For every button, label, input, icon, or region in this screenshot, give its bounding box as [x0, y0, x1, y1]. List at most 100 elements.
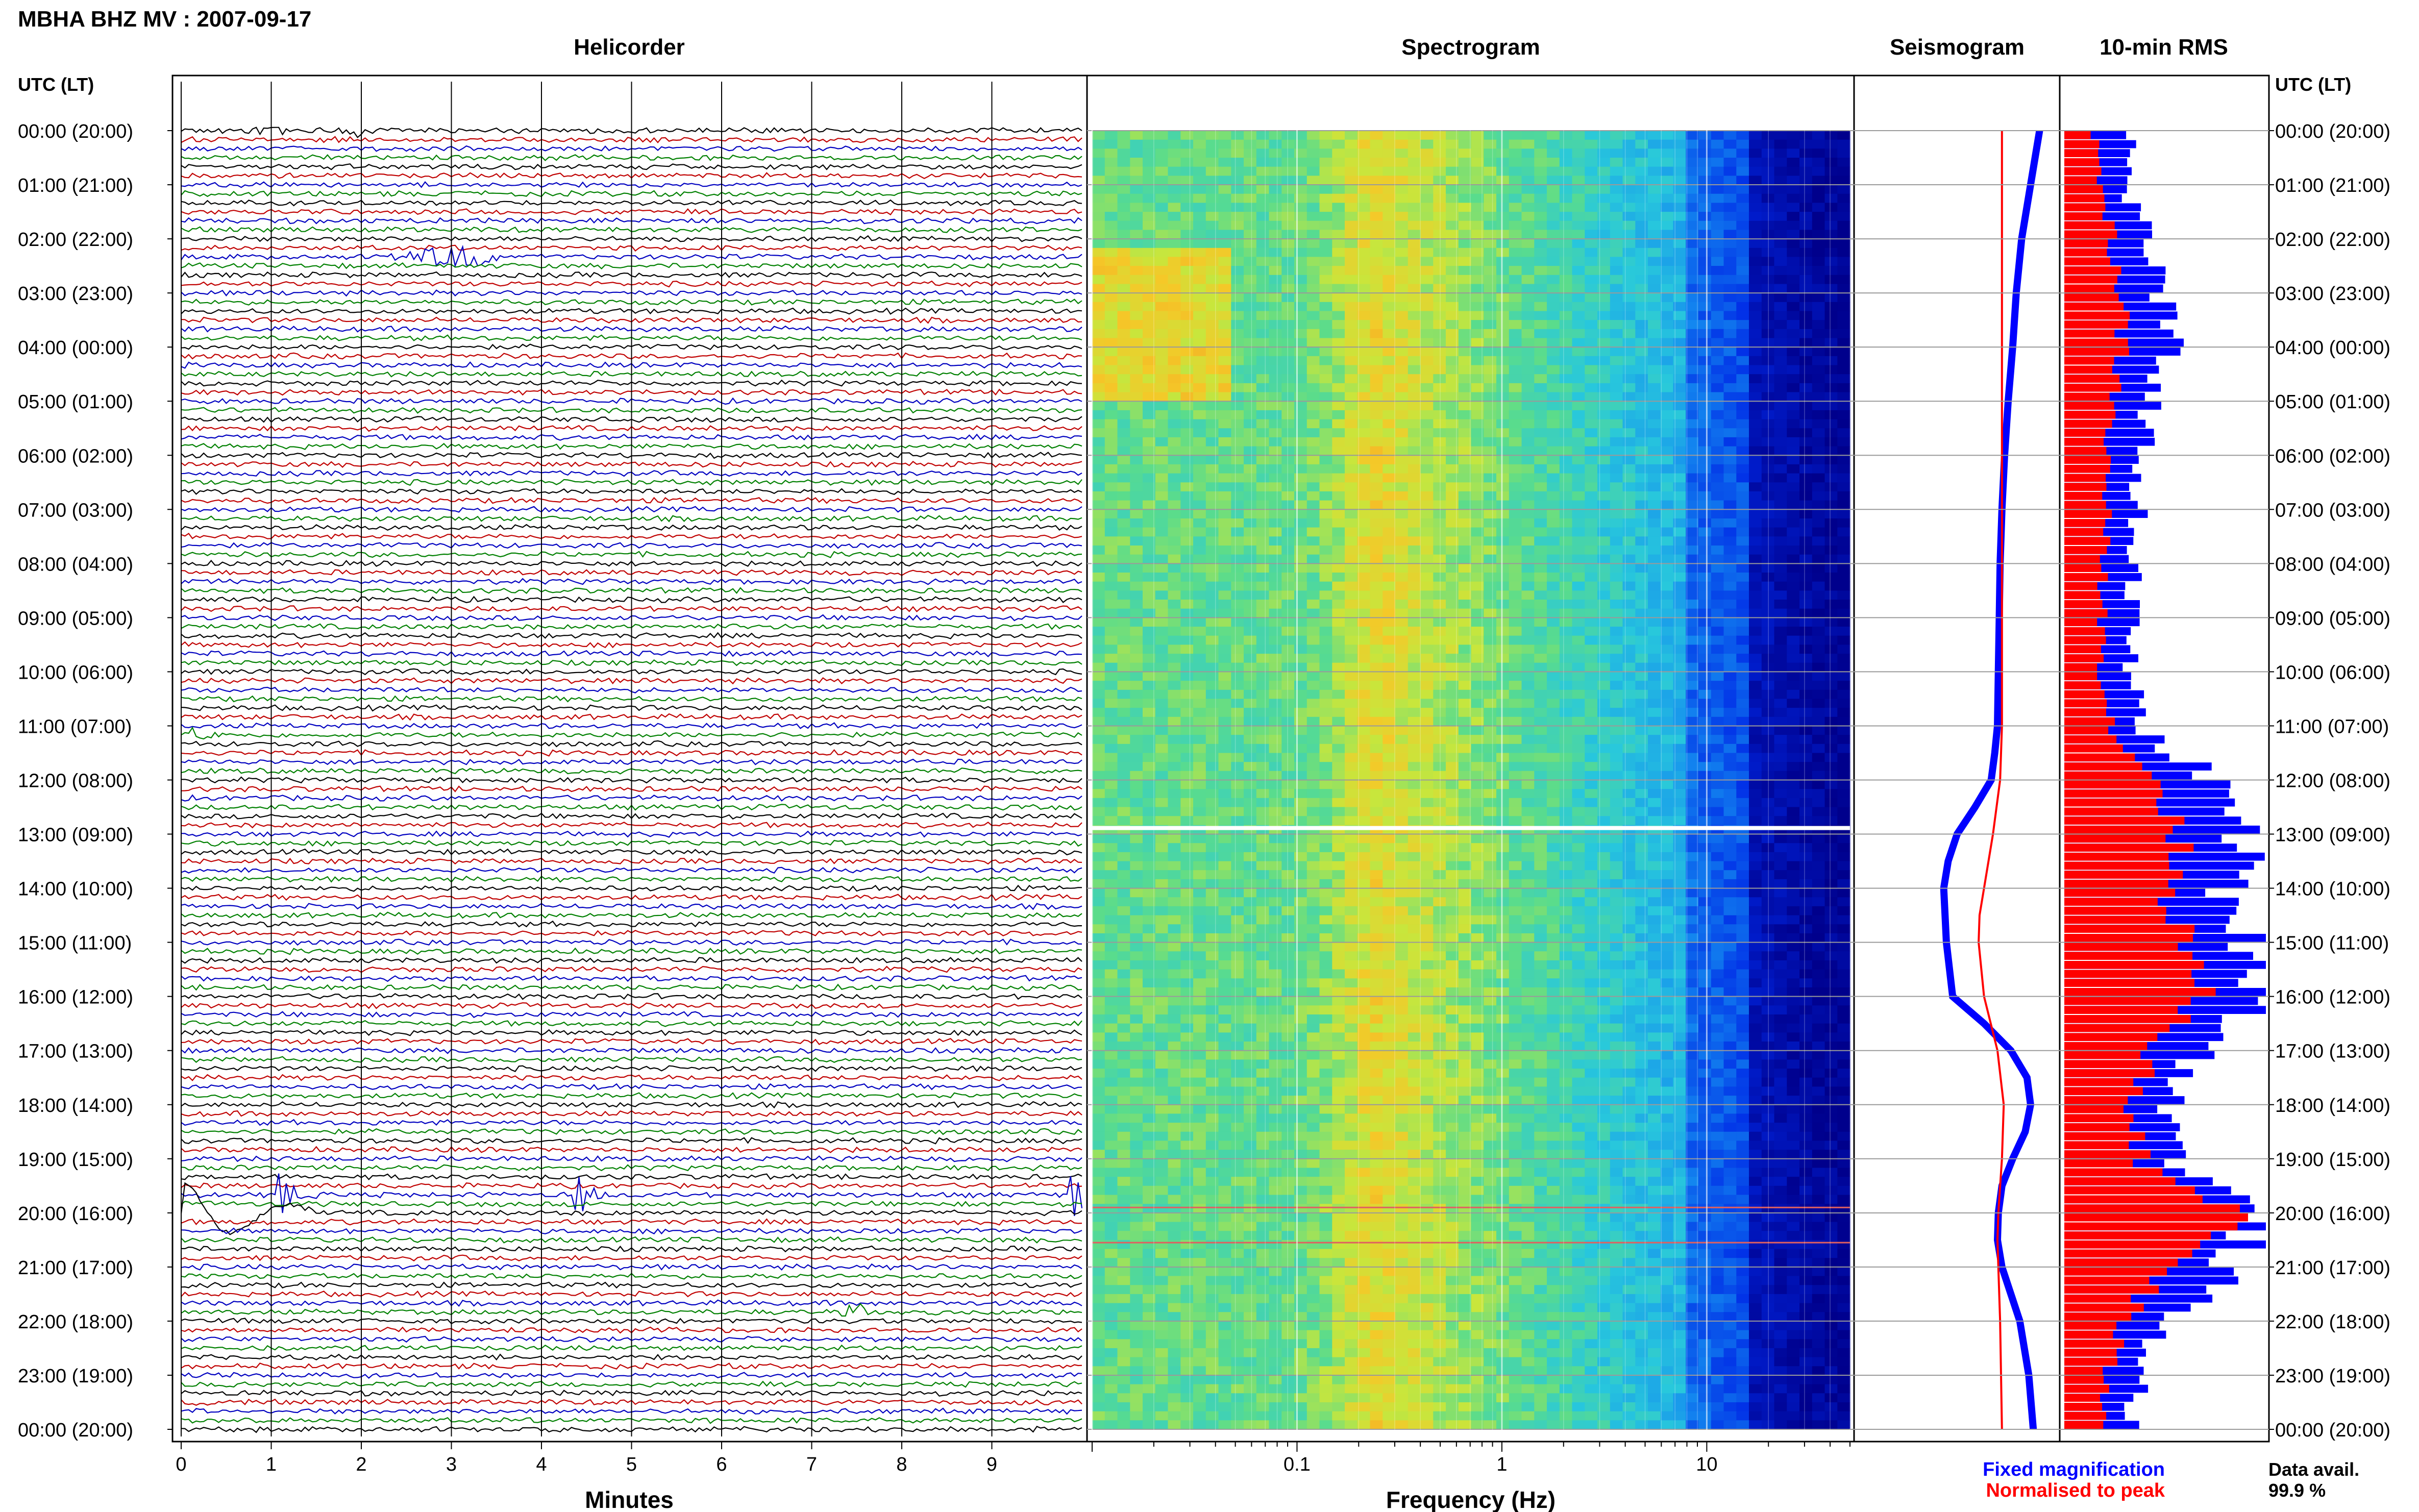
spectrogram-cell [1446, 681, 1459, 690]
spectrogram-cell [1345, 220, 1358, 230]
spectrogram-cell [1458, 554, 1472, 564]
spectrogram-cell [1799, 726, 1813, 735]
spectrogram-cell [1244, 852, 1257, 862]
spectrogram-cell [1572, 185, 1585, 194]
spectrogram-cell [1383, 518, 1396, 528]
spectrogram-cell [1610, 176, 1623, 185]
spectrogram-cell [1143, 600, 1156, 609]
spectrogram-cell [1547, 356, 1560, 366]
spectrogram-cell [1471, 158, 1484, 167]
spectrogram-cell [1256, 546, 1270, 555]
spectrogram-cell [1155, 185, 1169, 194]
spectrogram-cell [1622, 834, 1636, 844]
spectrogram-cell [1736, 401, 1749, 411]
spectrogram-cell [1395, 798, 1409, 808]
spectrogram-cell [1383, 699, 1396, 708]
spectrogram-cell [1294, 365, 1307, 375]
spectrogram-cell [1660, 247, 1674, 258]
spectrogram-cell [1244, 247, 1257, 258]
spectrogram-cell [1357, 672, 1371, 681]
spectrogram-cell [1168, 410, 1181, 420]
spectrogram-cell [1458, 437, 1472, 447]
spectrogram-cell [1155, 798, 1169, 808]
spectrogram-cell [1774, 600, 1787, 609]
spectrogram-cell [1736, 635, 1749, 645]
spectrogram-cell [1130, 158, 1143, 167]
spectrogram-cell [1193, 780, 1206, 789]
spectrogram-cell [1761, 816, 1775, 826]
spectrogram-cell [1357, 347, 1371, 357]
spectrogram-cell [1446, 753, 1459, 762]
spectrogram-cell [1205, 681, 1219, 690]
spectrogram-cell [1370, 203, 1383, 212]
spectrogram-cell [1673, 645, 1686, 654]
spectrogram-cell [1231, 392, 1244, 402]
spectrogram-cell [1319, 816, 1332, 826]
spectrogram-cell [1686, 771, 1699, 781]
spectrogram-cell [1420, 627, 1434, 636]
spectrogram-cell [1433, 798, 1446, 808]
spectrogram-cell [1635, 176, 1648, 185]
spectrogram-cell [1446, 590, 1459, 600]
spectrogram-cell [1521, 455, 1535, 465]
spectrogram-cell [1244, 464, 1257, 474]
spectrogram-cell [1256, 383, 1270, 393]
spectrogram-cell [1471, 672, 1484, 681]
spectrogram-cell [1130, 716, 1143, 727]
spectrogram-cell [1180, 753, 1194, 762]
spectrogram-cell [1104, 401, 1118, 411]
spectrogram-cell [1698, 392, 1712, 402]
helicorder-title: Helicorder [574, 35, 685, 60]
spectrogram-cell [1408, 509, 1421, 519]
spectrogram-cell [1547, 635, 1560, 645]
spectrogram-cell [1572, 617, 1585, 627]
spectrogram-cell [1420, 347, 1434, 357]
spectrogram-cell [1559, 266, 1573, 276]
spectrogram-cell [1736, 203, 1749, 212]
spectrogram-cell [1610, 590, 1623, 600]
spectrogram-cell [1193, 852, 1206, 862]
spectrogram-cell [1660, 617, 1674, 627]
spectrogram-cell [1130, 212, 1143, 221]
spectrogram-cell [1433, 410, 1446, 420]
spectrogram-cell [1269, 293, 1282, 303]
spectrogram-cell [1319, 771, 1332, 781]
spectrogram-cell [1294, 491, 1307, 501]
spectrogram-cell [1420, 536, 1434, 546]
spectrogram-cell [1244, 148, 1257, 158]
spectrogram-cell [1446, 608, 1459, 618]
spectrogram-cell [1143, 239, 1156, 249]
spectrogram-cell [1180, 536, 1194, 546]
spectrogram-cell [1332, 491, 1345, 501]
spectrogram-cell [1812, 735, 1825, 745]
spectrogram-cell [1812, 554, 1825, 564]
spectrogram-cell [1155, 139, 1169, 149]
spectrogram-cell [1117, 311, 1130, 320]
spectrogram-cell [1143, 617, 1156, 627]
spectrogram-cell [1104, 789, 1118, 799]
spectrogram-cell [1193, 247, 1206, 258]
spectrogram-cell [1332, 338, 1345, 348]
spectrogram-cell [1383, 573, 1396, 582]
spectrogram-cell [1357, 311, 1371, 320]
spectrogram-cell [1660, 627, 1674, 636]
spectrogram-cell [1104, 193, 1118, 203]
spectrogram-cell [1092, 816, 1105, 826]
spectrogram-cell [1433, 293, 1446, 303]
spectrogram-cell [1319, 176, 1332, 185]
spectrogram-cell [1458, 843, 1472, 853]
spectrogram-cell [1332, 743, 1345, 754]
spectrogram-cell [1559, 212, 1573, 221]
spectrogram-cell [1559, 527, 1573, 537]
spectrogram-cell [1193, 861, 1206, 871]
spectrogram-cell [1521, 708, 1535, 717]
spectrogram-cell [1774, 500, 1787, 510]
spectrogram-cell [1812, 338, 1825, 348]
spectrogram-cell [1104, 311, 1118, 320]
spectrogram-cell [1484, 509, 1497, 519]
spectrogram-cell [1585, 383, 1598, 393]
spectrogram-cell [1370, 266, 1383, 276]
spectrogram-cell [1117, 220, 1130, 230]
spectrogram-cell [1205, 554, 1219, 564]
spectrogram-cell [1610, 527, 1623, 537]
